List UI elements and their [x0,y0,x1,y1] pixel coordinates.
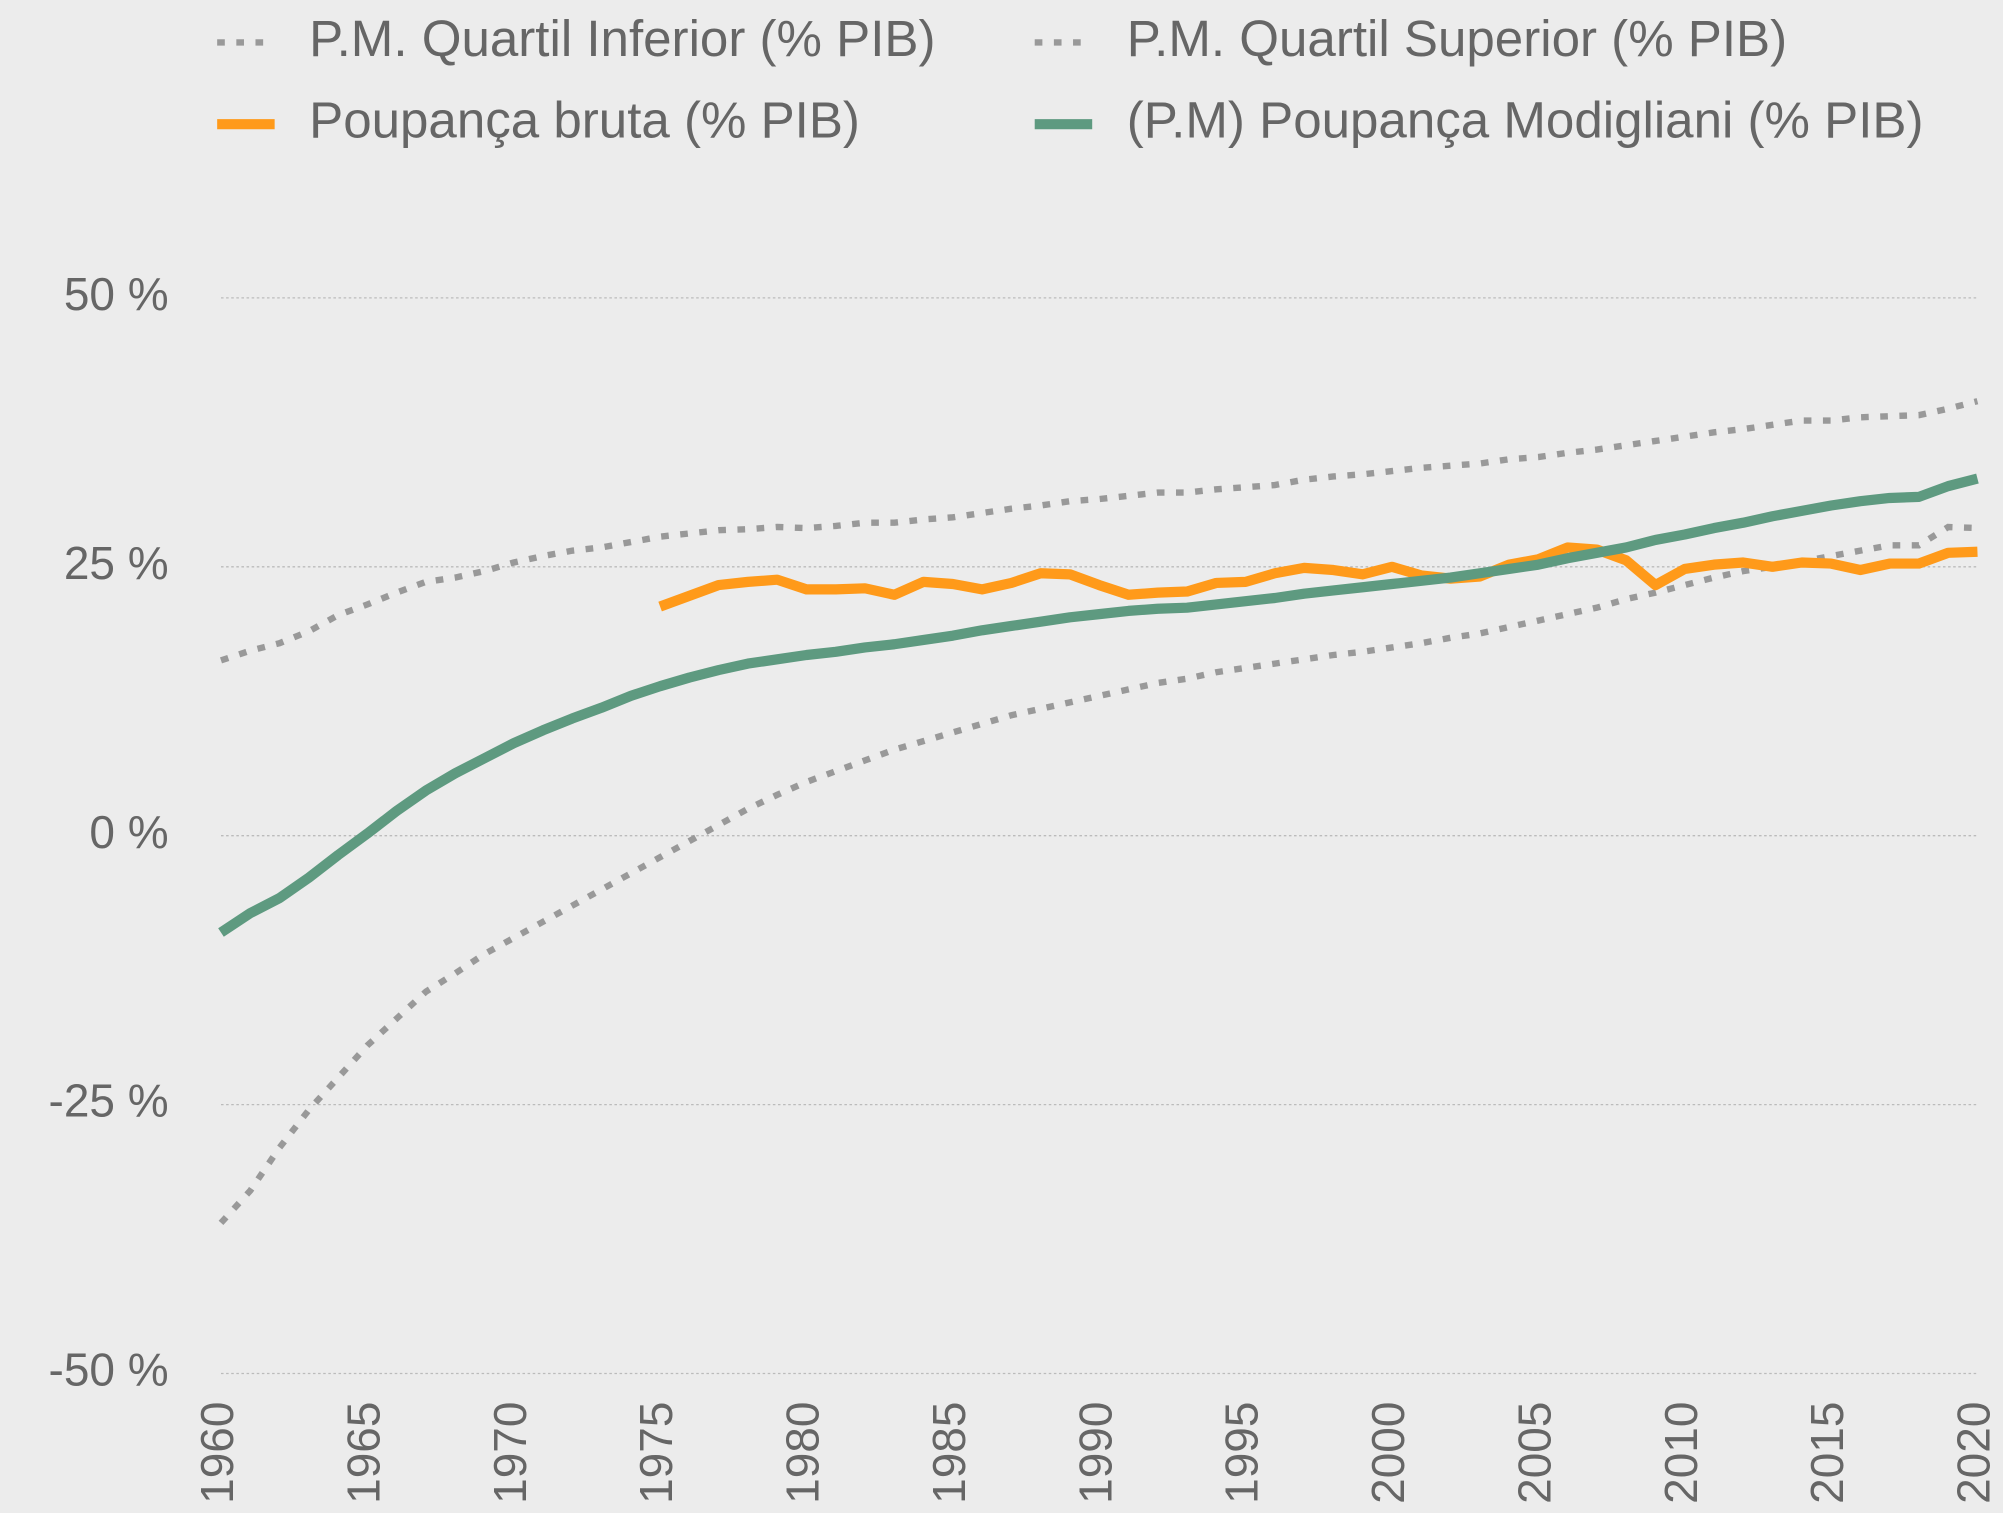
x-tick-label: 2020 [1948,1402,2000,1504]
x-tick-label: 1995 [1216,1402,1268,1504]
legend-label: P.M. Quartil Inferior (% PIB) [309,10,935,67]
series-line [218,523,1978,1226]
x-tick-label: 1990 [1069,1402,1121,1504]
series-line [219,398,1979,664]
x-tick-label: 1970 [484,1402,536,1504]
x-tick-label: 2015 [1801,1402,1853,1504]
series-line [658,542,1978,612]
legend-label: (P.M) Poupança Modigliani (% PIB) [1127,92,1924,149]
legend-label: Poupança bruta (% PIB) [309,92,860,149]
x-tick-label: 2000 [1362,1402,1414,1504]
y-tick-label: -25 % [49,1075,169,1127]
x-tick-label: 1960 [191,1402,243,1504]
y-tick-label: 25 % [64,537,169,589]
x-tick-label: 1975 [630,1402,682,1504]
x-tick-label: 2005 [1508,1402,1560,1504]
x-tick-label: 1965 [338,1402,390,1504]
y-tick-label: 50 % [64,268,169,320]
y-tick-label: 0 % [89,806,168,858]
y-tick-label: -50 % [49,1344,169,1396]
x-tick-label: 1985 [923,1402,975,1504]
legend-label: P.M. Quartil Superior (% PIB) [1127,10,1787,67]
series-line [218,473,1979,937]
x-tick-label: 1980 [777,1402,829,1504]
x-tick-label: 2010 [1655,1402,1707,1504]
